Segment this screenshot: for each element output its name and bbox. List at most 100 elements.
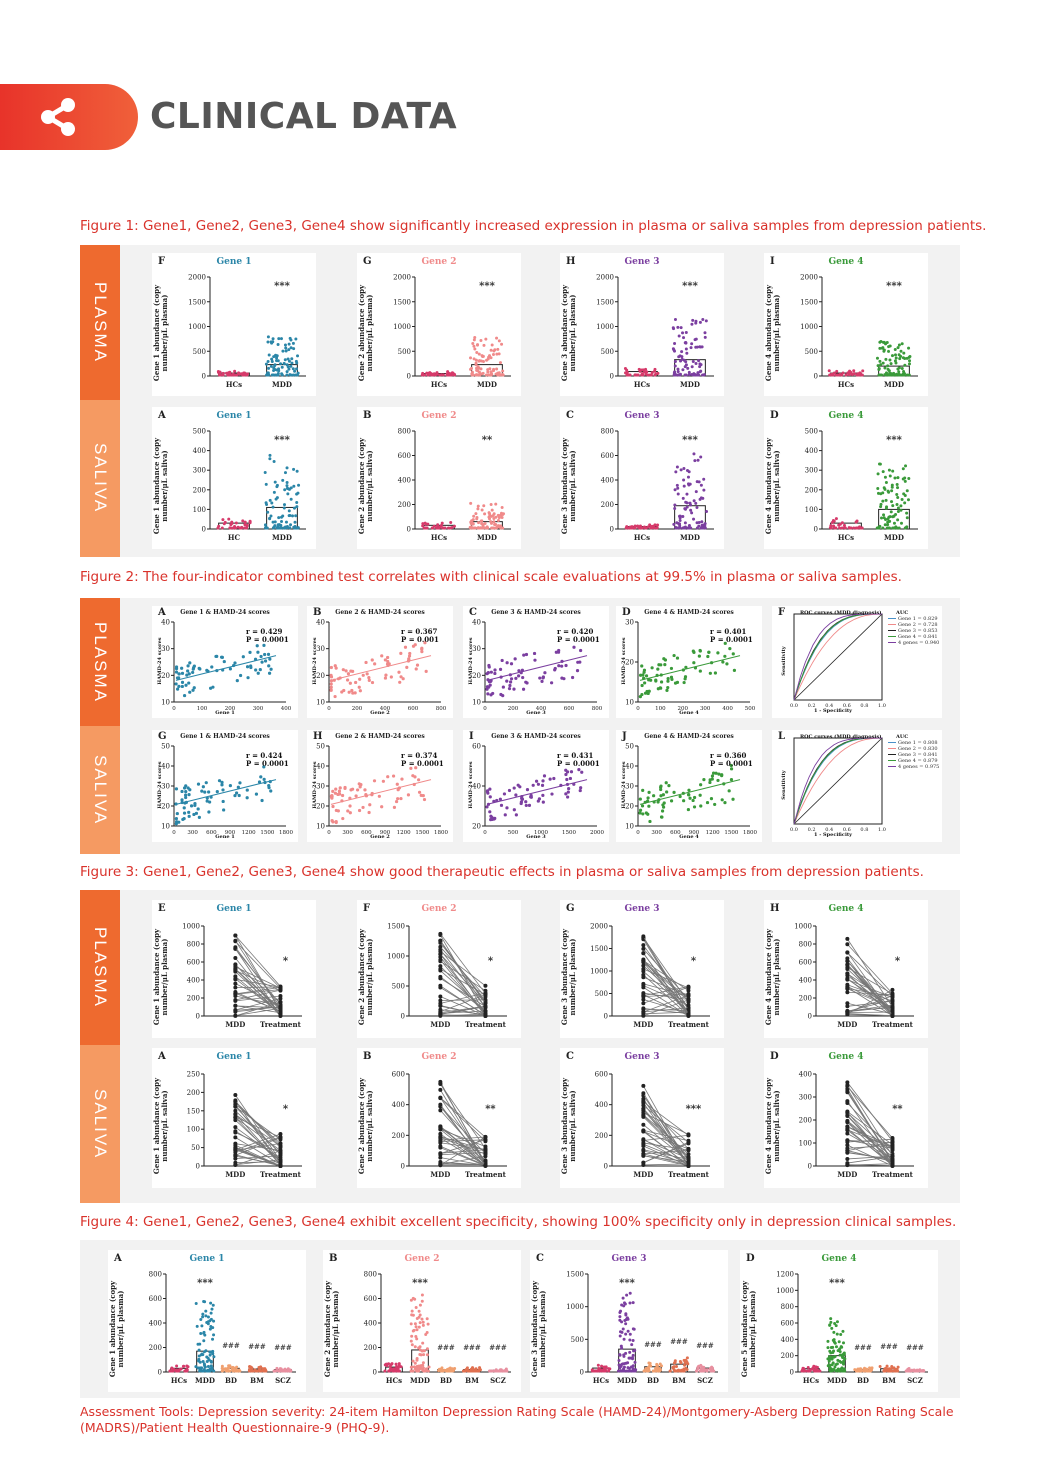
data-point — [845, 1148, 850, 1153]
data-point — [266, 510, 270, 514]
data-point — [541, 676, 545, 680]
fig3-plasma-gene1: 0 200 400 600 800 1000 E Gene 1 Gene 1 abundance… — [152, 900, 316, 1038]
data-point — [388, 1364, 392, 1368]
data-point — [829, 1320, 833, 1324]
panel-title: Gene 2 — [421, 411, 457, 421]
x-category-label: MDD — [680, 533, 700, 542]
data-point — [196, 782, 201, 786]
regression-line — [486, 779, 588, 805]
data-point — [278, 1006, 283, 1011]
data-point — [470, 519, 474, 523]
data-point — [435, 372, 439, 376]
data-point — [414, 766, 418, 770]
data-point — [608, 1367, 612, 1371]
x-tick-label: 1200 — [706, 830, 720, 836]
data-point — [350, 688, 354, 693]
data-point — [485, 687, 489, 691]
data-point — [488, 795, 492, 799]
y-axis-title: Gene 1 abundance (copy number/μL plasma) — [152, 928, 169, 1026]
data-point — [638, 808, 643, 812]
data-point — [631, 1364, 635, 1368]
data-point — [876, 491, 880, 495]
data-point — [629, 1369, 633, 1373]
data-point — [472, 357, 476, 361]
x-tick-label: 800 — [592, 706, 603, 712]
data-point — [201, 1369, 205, 1373]
data-point — [353, 691, 357, 695]
x-tick-label: 900 — [380, 830, 391, 836]
data-point — [234, 791, 239, 795]
data-point — [527, 803, 532, 807]
data-point — [509, 677, 514, 681]
legend-entry: Gene 3 = 0.841 — [888, 752, 938, 758]
data-point — [709, 1366, 713, 1370]
data-point — [669, 799, 674, 803]
data-point — [888, 519, 892, 523]
data-point — [692, 650, 696, 654]
data-point — [875, 356, 879, 360]
pair-line — [440, 1147, 486, 1167]
data-point — [685, 1367, 689, 1371]
data-point — [292, 506, 296, 510]
figure1-caption: Figure 1: Gene1, Gene2, Gene3, Gene4 sho… — [80, 218, 987, 234]
data-point — [557, 648, 561, 653]
y-tick-label: 1500 — [566, 1271, 584, 1279]
data-point — [692, 452, 696, 456]
data-point — [685, 505, 689, 509]
data-point — [233, 992, 238, 997]
data-point — [533, 658, 537, 662]
y-tick-label: 500 — [392, 983, 405, 991]
data-point — [438, 1163, 443, 1168]
panel-title: Gene 2 & HAMD-24 scores — [335, 733, 425, 740]
data-point — [673, 318, 677, 322]
data-point — [474, 373, 478, 377]
data-point — [720, 773, 724, 777]
data-point — [269, 364, 273, 368]
data-point — [271, 337, 275, 341]
x-category-label: BM — [672, 1376, 686, 1385]
fig2-plasma-scatter2: 10 20 30 40 0 200 400 600 800 B Gene 2 & HAMD-24 s… — [307, 606, 453, 718]
data-point — [890, 1140, 895, 1145]
data-point — [438, 998, 443, 1003]
data-point — [233, 1160, 238, 1165]
data-point — [255, 644, 259, 648]
data-point — [194, 1302, 198, 1306]
data-point — [329, 675, 334, 679]
data-point — [624, 1312, 628, 1316]
data-point — [676, 526, 680, 530]
data-point — [261, 1368, 265, 1372]
data-point — [279, 362, 283, 366]
data-point — [266, 652, 271, 656]
data-point — [438, 938, 443, 943]
data-point — [845, 1143, 850, 1148]
pair-line — [643, 1129, 689, 1142]
data-point — [174, 787, 179, 791]
y-axis-title: Gene 4 abundance (copy number/μL plasma) — [764, 928, 781, 1026]
data-point — [641, 1013, 646, 1018]
data-point — [210, 1366, 214, 1370]
r-value: r = 0.420 — [557, 627, 594, 636]
data-point — [373, 662, 377, 666]
data-point — [275, 485, 279, 489]
data-point — [895, 492, 899, 496]
y-tick-label: 1000 — [393, 323, 411, 331]
data-point — [696, 1367, 700, 1371]
data-point — [204, 781, 208, 785]
y-tick-label: 40 — [316, 619, 325, 627]
data-point — [655, 526, 659, 530]
data-point — [682, 484, 686, 488]
pair-line — [235, 1001, 281, 1017]
data-point — [900, 366, 904, 370]
data-point — [579, 786, 583, 790]
data-point — [333, 791, 338, 795]
data-point — [694, 501, 698, 505]
data-point — [879, 363, 883, 367]
y-tick-label: 200 — [805, 486, 818, 494]
data-point — [438, 1136, 443, 1141]
data-point — [187, 793, 191, 797]
panel-title: Gene 4 — [828, 411, 864, 421]
y-axis-title: Gene 3 abundance (copy number/μL saliva) — [560, 1077, 577, 1175]
